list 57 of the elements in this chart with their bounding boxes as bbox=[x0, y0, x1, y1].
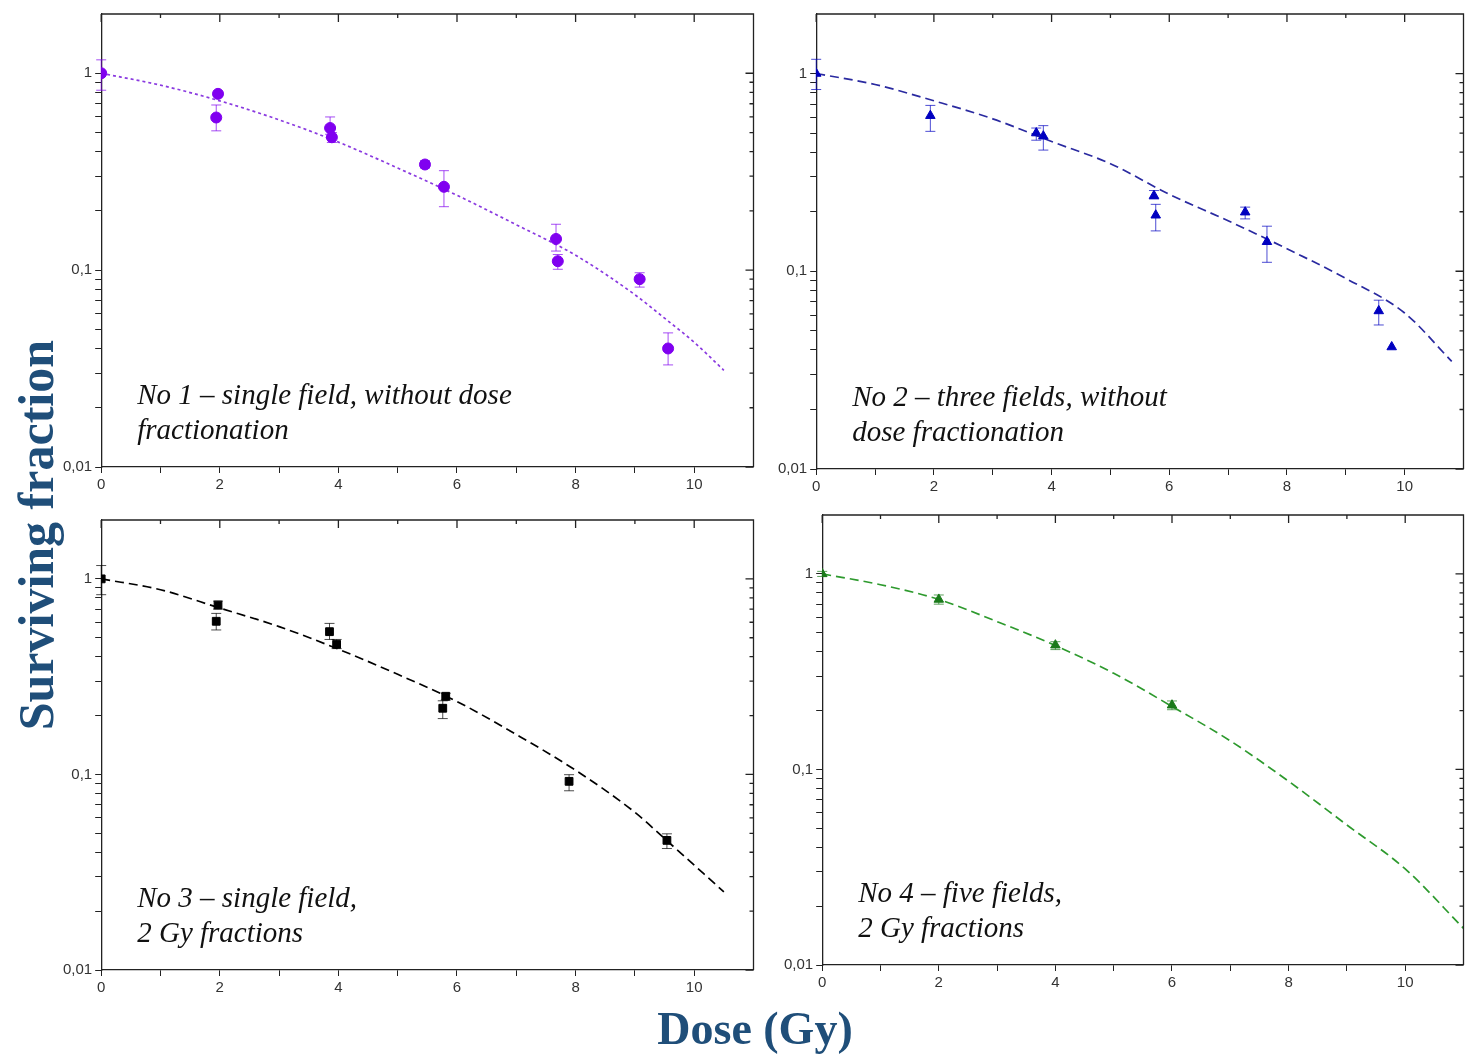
x-tick-label: 0 bbox=[818, 973, 827, 991]
x-tick-label: 8 bbox=[571, 978, 580, 996]
x-axis-title: Dose (Gy) bbox=[656, 1002, 854, 1055]
point bbox=[210, 111, 223, 124]
annotation: No 3 – single field, 2 Gy fractions bbox=[136, 881, 358, 948]
point bbox=[662, 342, 675, 355]
point bbox=[437, 180, 450, 193]
y-tick-label: 1 bbox=[798, 63, 808, 81]
x-tick-label: 10 bbox=[1396, 477, 1413, 495]
y-tick-label: 0,01 bbox=[783, 955, 814, 973]
y-tick-label: 0,01 bbox=[62, 457, 93, 475]
x-tick-label: 10 bbox=[685, 475, 703, 493]
x-tick-label: 10 bbox=[1396, 973, 1414, 991]
point bbox=[1150, 209, 1161, 219]
point bbox=[1261, 235, 1273, 246]
x-tick-label: 4 bbox=[334, 978, 343, 996]
x-tick-label: 0 bbox=[812, 477, 821, 495]
annotation: No 4 – five fields, 2 Gy fractions bbox=[857, 876, 1062, 943]
point bbox=[1038, 130, 1049, 140]
point bbox=[925, 109, 936, 119]
x-tick-label: 2 bbox=[934, 973, 943, 991]
point bbox=[564, 776, 574, 786]
y-tick-label: 0,1 bbox=[71, 764, 93, 782]
x-tick-label: 6 bbox=[1167, 973, 1177, 991]
y-tick-label: 1 bbox=[804, 564, 814, 582]
y-tick-label: 1 bbox=[83, 63, 93, 81]
x-tick-label: 4 bbox=[334, 475, 343, 493]
x-tick-label: 8 bbox=[1282, 477, 1292, 495]
annotation: No 2 – three fields, without dose fractionation bbox=[851, 380, 1168, 447]
point bbox=[438, 703, 448, 713]
x-tick-label: 6 bbox=[452, 978, 462, 996]
y-tick-label: 0,1 bbox=[792, 759, 814, 777]
y-tick-label: 0,01 bbox=[777, 459, 808, 477]
x-tick-label: 6 bbox=[1165, 477, 1174, 495]
y-tick-label: 0,1 bbox=[786, 261, 808, 279]
point bbox=[1239, 206, 1251, 216]
point bbox=[1031, 127, 1042, 137]
y-tick-label: 1 bbox=[83, 569, 93, 587]
y-tick-label: 0,1 bbox=[71, 260, 93, 278]
y-tick-label: 0,01 bbox=[62, 960, 93, 978]
x-tick-label: 4 bbox=[1051, 973, 1060, 991]
x-tick-label: 2 bbox=[929, 477, 939, 495]
x-tick-label: 6 bbox=[452, 475, 462, 493]
point bbox=[550, 232, 563, 245]
point bbox=[1373, 304, 1385, 315]
x-tick-label: 2 bbox=[215, 978, 224, 996]
x-tick-label: 0 bbox=[97, 475, 106, 493]
point bbox=[662, 836, 672, 845]
x-tick-label: 4 bbox=[1047, 477, 1056, 495]
x-tick-label: 0 bbox=[97, 978, 106, 996]
x-tick-label: 10 bbox=[685, 978, 703, 996]
y-axis-title: Surviving fraction bbox=[7, 339, 64, 731]
x-tick-label: 8 bbox=[571, 475, 580, 493]
point bbox=[1386, 341, 1397, 351]
annotation: No 1 – single field, without dose fractionation bbox=[136, 378, 512, 445]
x-tick-label: 2 bbox=[215, 475, 224, 493]
x-tick-label: 8 bbox=[1284, 973, 1293, 991]
